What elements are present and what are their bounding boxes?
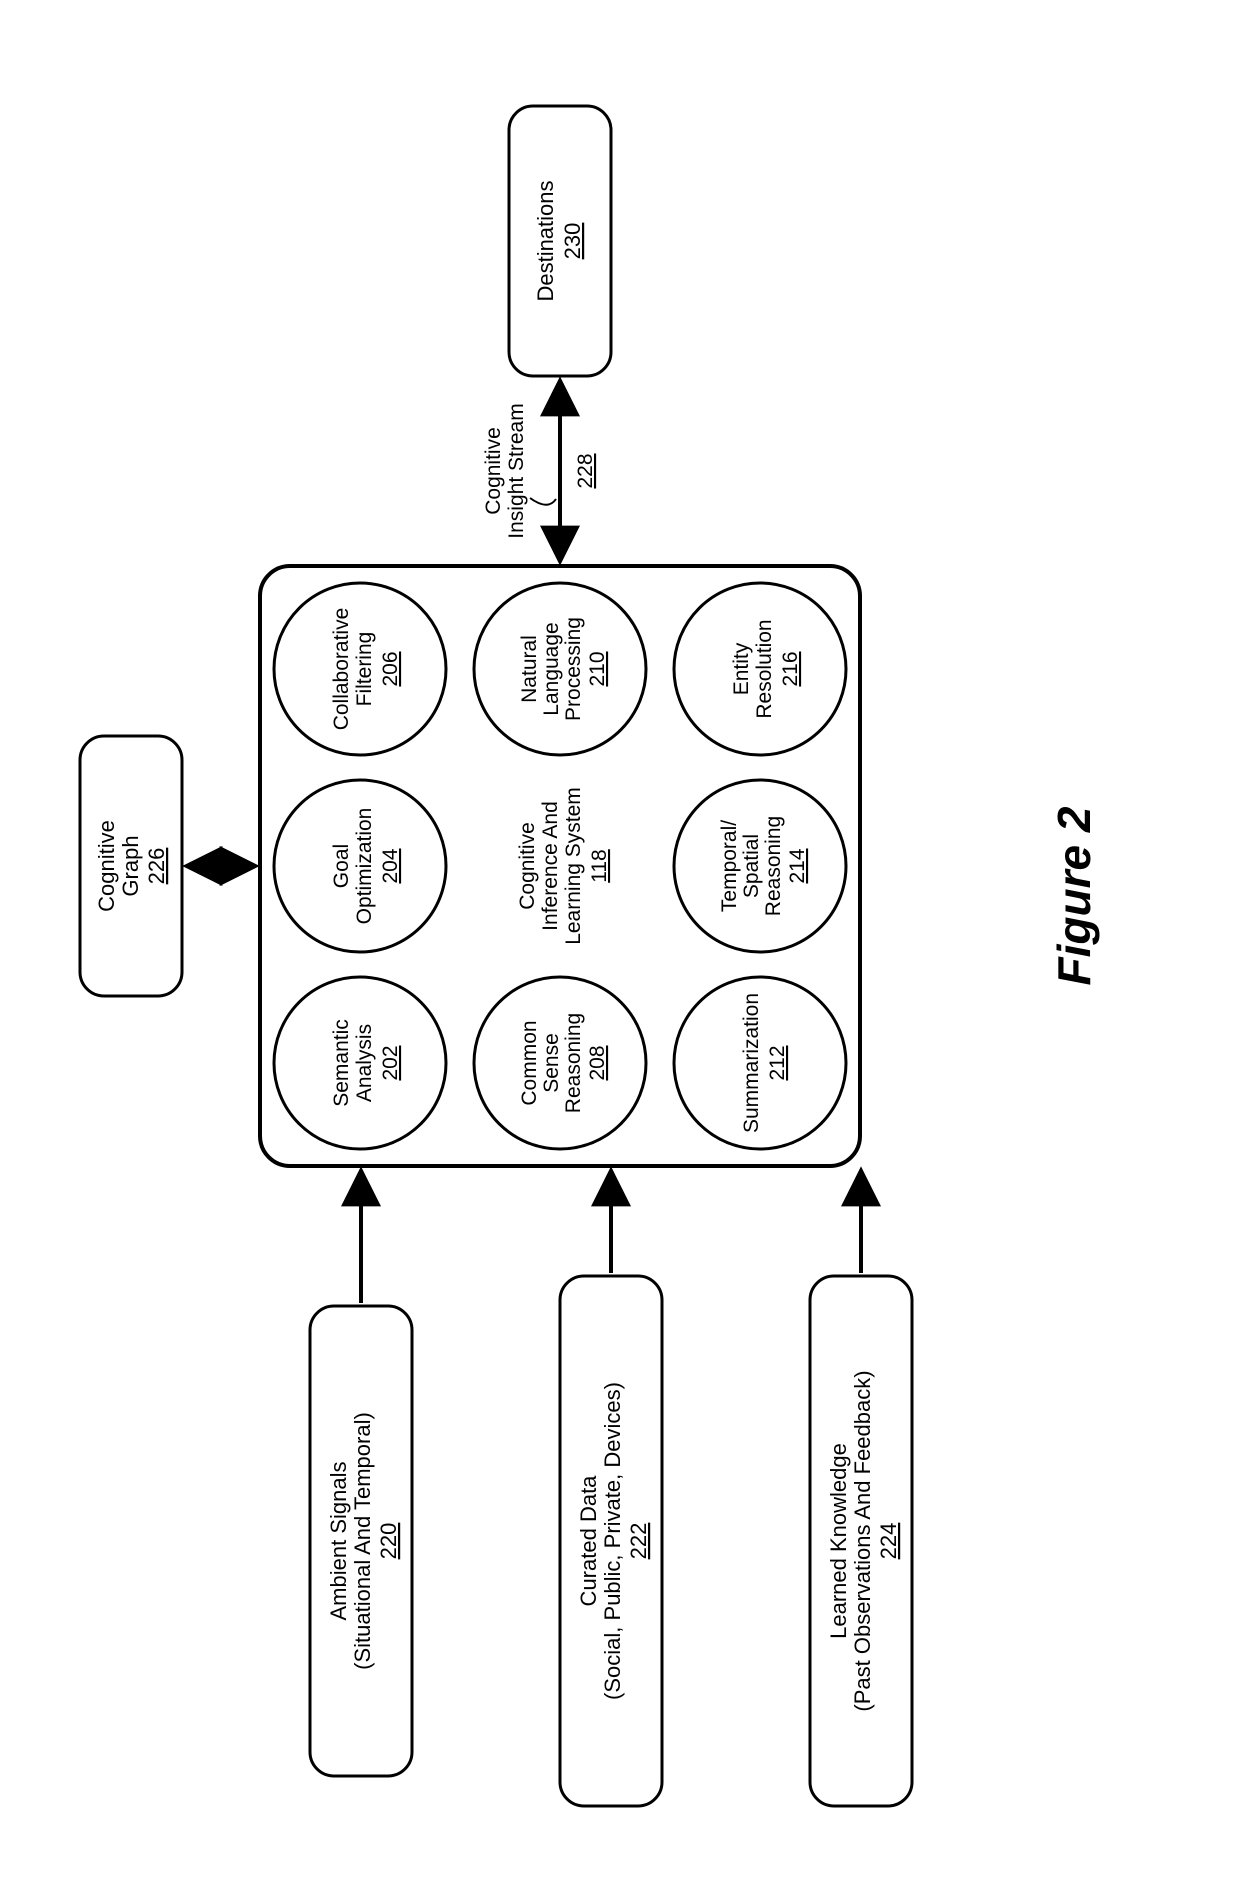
svg-text:Temporal/: Temporal/ bbox=[718, 820, 741, 912]
svg-text:202: 202 bbox=[379, 1045, 402, 1080]
svg-text:226: 226 bbox=[144, 848, 169, 885]
svg-text:204: 204 bbox=[379, 848, 402, 883]
svg-text:208: 208 bbox=[586, 1045, 609, 1080]
svg-text:Optimization: Optimization bbox=[353, 808, 376, 925]
svg-text:230: 230 bbox=[560, 223, 585, 260]
svg-text:Natural: Natural bbox=[518, 635, 541, 703]
svg-text:Filtering: Filtering bbox=[353, 632, 376, 707]
svg-text:Sense: Sense bbox=[540, 1033, 563, 1093]
svg-text:Curated Data: Curated Data bbox=[576, 1475, 601, 1607]
svg-text:224: 224 bbox=[876, 1523, 901, 1560]
node-natural-language-processing: Natural Language Processing 210 bbox=[474, 583, 646, 755]
svg-text:Learning System: Learning System bbox=[562, 787, 585, 945]
node-temporal-spatial-reasoning: Temporal/ Spatial Reasoning 214 bbox=[674, 780, 846, 952]
input-learned-knowledge: Learned Knowledge (Past Observations And… bbox=[810, 1276, 912, 1806]
destinations-box: Destinations 230 bbox=[509, 106, 611, 376]
node-summarization: Summarization 212 bbox=[674, 977, 846, 1149]
svg-text:Language: Language bbox=[540, 622, 563, 715]
node-common-sense-reasoning: Common Sense Reasoning 208 bbox=[474, 977, 646, 1149]
svg-text:(Past Observations And Feedbac: (Past Observations And Feedback) bbox=[850, 1370, 875, 1711]
svg-text:210: 210 bbox=[586, 651, 609, 686]
svg-text:214: 214 bbox=[786, 848, 809, 883]
svg-text:Entity: Entity bbox=[730, 642, 753, 695]
svg-text:Inference And: Inference And bbox=[539, 801, 562, 931]
input-ambient-signals: Ambient Signals (Situational And Tempora… bbox=[310, 1306, 412, 1776]
svg-text:Spatial: Spatial bbox=[740, 834, 763, 898]
node-goal-optimization: Goal Optimization 204 bbox=[274, 780, 446, 952]
svg-text:Cognitive: Cognitive bbox=[94, 820, 119, 912]
svg-text:Collaborative: Collaborative bbox=[330, 608, 353, 731]
svg-text:Cognitive: Cognitive bbox=[482, 427, 505, 515]
svg-text:Common: Common bbox=[518, 1020, 541, 1105]
svg-text:(Social, Public, Private, Devi: (Social, Public, Private, Devices) bbox=[600, 1382, 625, 1700]
svg-text:(Situational And Temporal): (Situational And Temporal) bbox=[350, 1412, 375, 1670]
svg-text:216: 216 bbox=[779, 651, 802, 686]
svg-text:Semantic: Semantic bbox=[330, 1019, 353, 1107]
svg-text:Cognitive: Cognitive bbox=[516, 822, 539, 910]
node-entity-resolution: Entity Resolution 216 bbox=[674, 583, 846, 755]
svg-text:222: 222 bbox=[626, 1523, 651, 1560]
input-curated-data: Curated Data (Social, Public, Private, D… bbox=[560, 1276, 662, 1806]
svg-text:Learned Knowledge: Learned Knowledge bbox=[826, 1443, 851, 1639]
svg-text:118: 118 bbox=[588, 849, 611, 882]
svg-text:Ambient Signals: Ambient Signals bbox=[326, 1462, 351, 1621]
svg-text:Processing: Processing bbox=[562, 617, 585, 721]
insight-stream-label: Cognitive Insight Stream 228 bbox=[482, 403, 597, 538]
svg-text:Reasoning: Reasoning bbox=[762, 816, 785, 916]
cognitive-graph-box: Cognitive Graph 226 bbox=[80, 736, 182, 996]
svg-text:Summarization: Summarization bbox=[740, 993, 763, 1133]
svg-text:212: 212 bbox=[766, 1045, 789, 1080]
svg-text:Goal: Goal bbox=[330, 844, 353, 888]
svg-text:206: 206 bbox=[379, 651, 402, 686]
svg-text:Reasoning: Reasoning bbox=[562, 1013, 585, 1113]
svg-text:Analysis: Analysis bbox=[353, 1024, 376, 1102]
svg-text:Insight Stream: Insight Stream bbox=[505, 403, 528, 538]
node-semantic-analysis: Semantic Analysis 202 bbox=[274, 977, 446, 1149]
svg-text:Destinations: Destinations bbox=[533, 180, 558, 301]
svg-text:228: 228 bbox=[574, 453, 597, 488]
svg-text:220: 220 bbox=[376, 1523, 401, 1560]
svg-text:Graph: Graph bbox=[118, 835, 143, 896]
svg-text:Resolution: Resolution bbox=[753, 619, 776, 718]
node-collaborative-filtering: Collaborative Filtering 206 bbox=[274, 583, 446, 755]
figure-caption: Figure 2 bbox=[1048, 806, 1100, 985]
